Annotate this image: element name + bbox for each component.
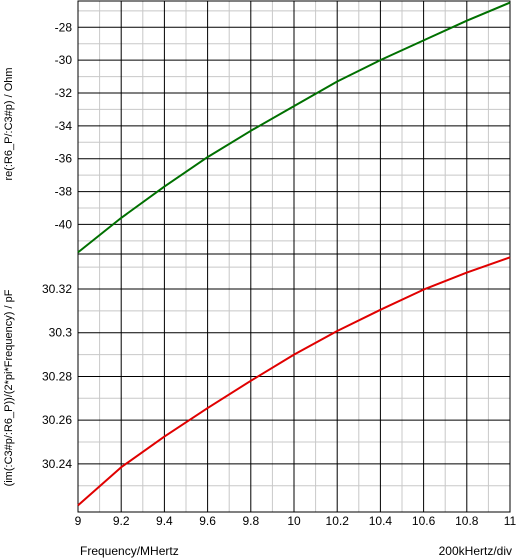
top-y-tick-label: -30 xyxy=(55,53,73,67)
x-tick-label: 10.6 xyxy=(412,514,436,528)
x-tick-label: 9.2 xyxy=(113,514,130,528)
x-scale-label: 200kHertz/div xyxy=(439,544,512,558)
x-tick-label: 9.8 xyxy=(242,514,259,528)
bottom-y-axis-label: (im(:C3#p/:R6_P))/(2*pi*Frequency) / pF xyxy=(3,289,15,486)
top-series-line xyxy=(77,1,511,254)
top-y-tick-label: -28 xyxy=(55,20,73,34)
top-y-tick-label: -32 xyxy=(55,86,73,100)
x-tick-label: 10 xyxy=(287,514,301,528)
bottom-y-tick-label: 30.3 xyxy=(49,326,73,340)
x-axis-ticks: 9 9.2 9.4 9.6 9.8 10 10.2 10.4 10.6 10.8 11 xyxy=(75,514,516,528)
x-tick-label: 10.4 xyxy=(369,514,393,528)
bottom-series-line xyxy=(77,256,511,507)
x-tick-label: 9.4 xyxy=(156,514,173,528)
top-y-axis-label: re(:R6_P/:C3#p) / Ohm xyxy=(3,67,15,180)
top-y-tick-label: -40 xyxy=(55,217,73,231)
x-tick-label: 9 xyxy=(75,514,82,528)
x-axis-label: Frequency/MHertz xyxy=(80,544,179,558)
top-y-tick-label: -34 xyxy=(55,119,73,133)
x-tick-label: 11 xyxy=(504,514,516,528)
top-y-tick-label: -36 xyxy=(55,152,73,166)
top-chart-panel: -40 -38 -36 -34 -32 -30 -28 xyxy=(55,0,511,255)
x-tick-label: 10.8 xyxy=(455,514,479,528)
bottom-y-tick-label: 30.24 xyxy=(42,457,72,471)
top-y-tick-label: -38 xyxy=(55,185,73,199)
bottom-y-tick-label: 30.26 xyxy=(42,413,72,427)
x-tick-label: 10.2 xyxy=(326,514,350,528)
bottom-y-tick-label: 30.32 xyxy=(42,282,72,296)
bottom-y-tick-label: 30.28 xyxy=(42,369,72,383)
x-tick-label: 9.6 xyxy=(199,514,216,528)
bottom-plot-frame xyxy=(77,253,511,513)
bottom-chart-panel: 30.24 30.26 30.28 30.3 30.32 xyxy=(42,253,511,513)
